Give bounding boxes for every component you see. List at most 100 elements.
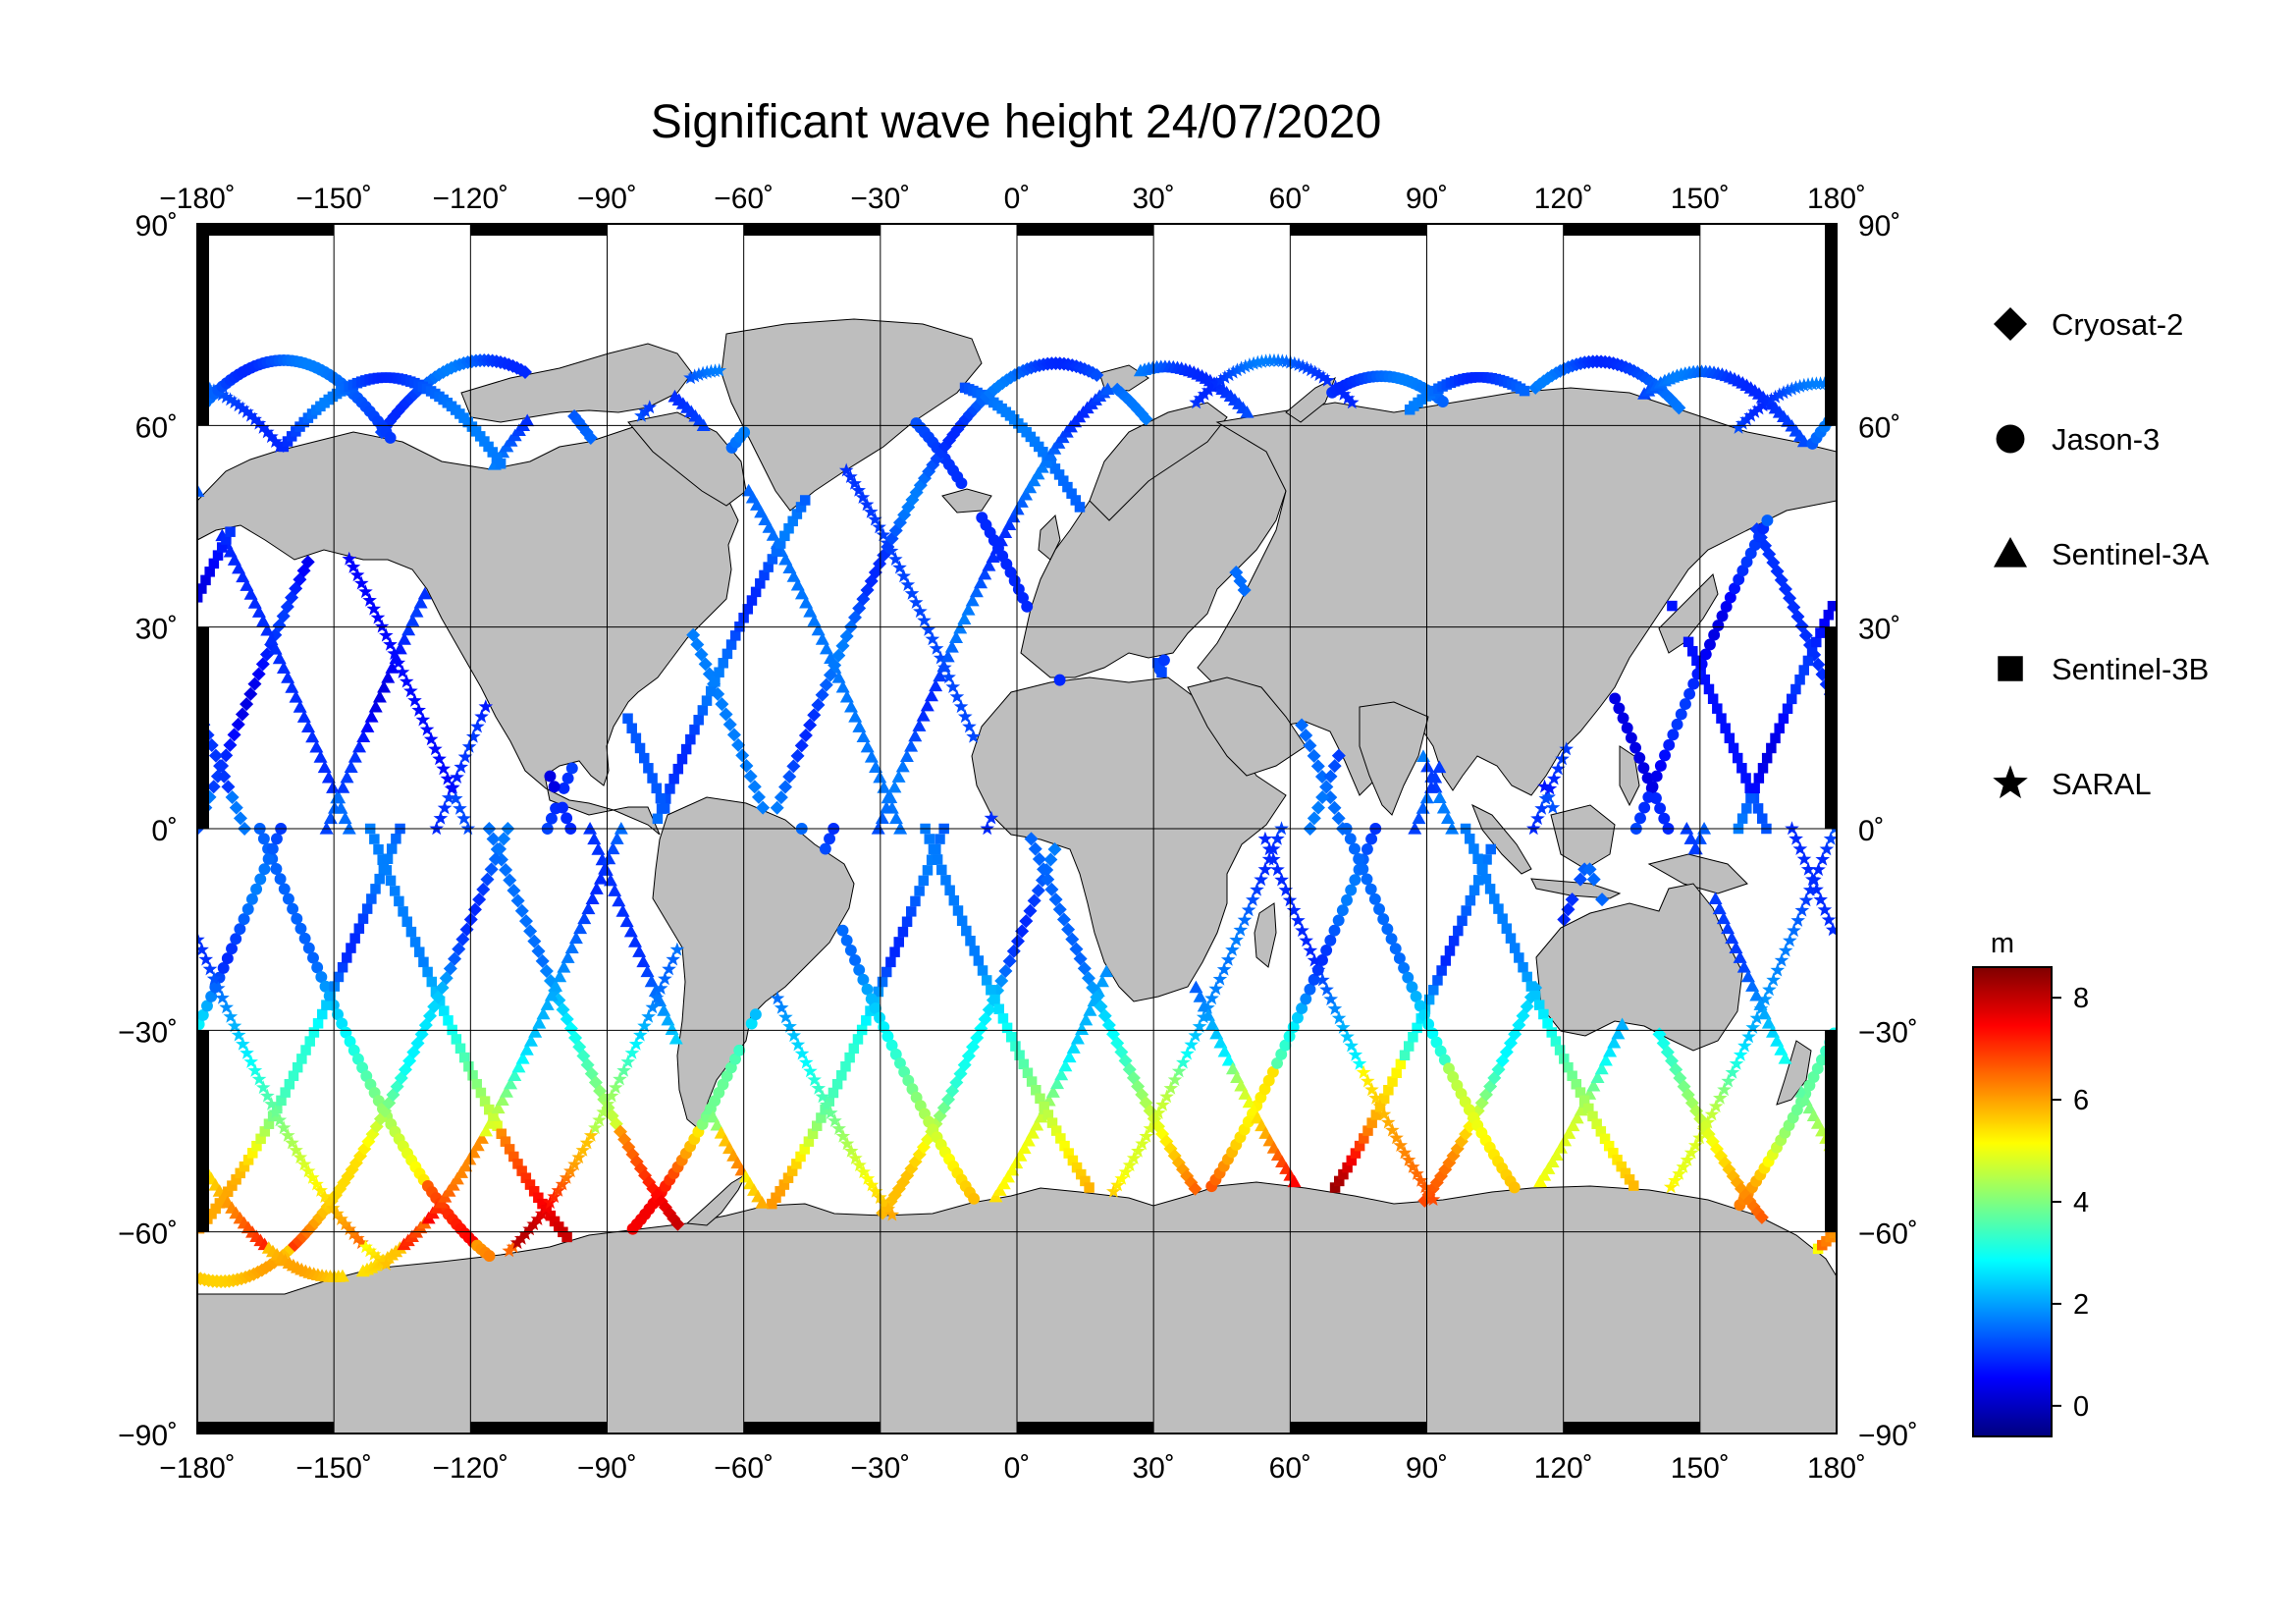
track-point bbox=[1792, 378, 1807, 393]
track-point bbox=[1729, 1055, 1744, 1070]
track-point bbox=[456, 811, 471, 826]
track-point bbox=[786, 1028, 801, 1043]
track-point bbox=[928, 843, 939, 855]
track-point bbox=[750, 586, 762, 598]
track-point bbox=[719, 707, 733, 722]
track-point bbox=[428, 741, 443, 756]
track-point bbox=[1237, 582, 1252, 597]
track-point bbox=[1728, 742, 1739, 754]
track-point bbox=[1624, 1174, 1635, 1185]
track-point bbox=[910, 895, 921, 907]
track-point bbox=[1796, 851, 1812, 866]
track-point bbox=[1270, 831, 1285, 845]
track-point bbox=[208, 558, 220, 569]
track-point bbox=[1434, 1045, 1447, 1057]
track-point bbox=[1825, 922, 1837, 937]
track-point bbox=[296, 1054, 307, 1064]
track-point bbox=[251, 1071, 267, 1086]
track-point bbox=[272, 651, 287, 665]
track-point bbox=[197, 942, 209, 956]
track-point bbox=[520, 1172, 532, 1183]
frame-segment-right bbox=[1825, 1030, 1837, 1232]
track-point bbox=[1213, 1035, 1228, 1049]
track-point bbox=[415, 712, 431, 727]
latitude-label: −90˚ bbox=[118, 1420, 178, 1452]
track-point bbox=[357, 913, 369, 924]
track-point bbox=[1037, 862, 1051, 877]
track-point bbox=[1729, 582, 1740, 595]
track-point bbox=[266, 842, 279, 855]
track-point bbox=[1518, 961, 1528, 973]
track-point bbox=[831, 1078, 843, 1090]
track-point bbox=[1217, 369, 1233, 384]
track-point bbox=[893, 937, 904, 947]
track-point bbox=[1225, 364, 1241, 379]
track-point bbox=[1695, 658, 1708, 671]
track-point bbox=[1345, 884, 1358, 896]
track-point bbox=[1526, 821, 1541, 836]
track-point bbox=[1308, 973, 1320, 986]
track-point bbox=[1055, 1133, 1066, 1144]
track-point bbox=[1342, 1162, 1353, 1173]
track-point bbox=[1033, 441, 1044, 453]
track-point bbox=[1733, 950, 1747, 963]
track-point bbox=[1583, 1103, 1594, 1114]
track-point bbox=[1332, 914, 1345, 927]
track-point bbox=[1562, 1126, 1576, 1139]
track-point bbox=[382, 853, 394, 864]
track-point bbox=[771, 546, 782, 557]
track-point bbox=[897, 926, 909, 938]
track-point bbox=[259, 1126, 271, 1137]
track-point bbox=[319, 822, 334, 835]
track-point bbox=[989, 541, 1004, 555]
frame-segment-bottom bbox=[1563, 1422, 1700, 1434]
track-point bbox=[634, 742, 646, 754]
track-point bbox=[1508, 1181, 1521, 1194]
track-point bbox=[743, 769, 758, 784]
track-point bbox=[1274, 872, 1289, 887]
track-point bbox=[1287, 1174, 1302, 1188]
track-point bbox=[1237, 912, 1253, 927]
track-point bbox=[860, 1170, 876, 1185]
frame-segment-left bbox=[197, 626, 209, 829]
track-point bbox=[1472, 853, 1483, 864]
track-point bbox=[852, 1158, 867, 1172]
track-point bbox=[247, 411, 262, 426]
track-point bbox=[1266, 1065, 1279, 1078]
frame-segment-top bbox=[1563, 224, 1700, 236]
track-point bbox=[1083, 1003, 1097, 1016]
track-point bbox=[807, 1072, 822, 1087]
track-point bbox=[848, 1043, 860, 1055]
track-point bbox=[1598, 1053, 1613, 1066]
track-point bbox=[1761, 1015, 1776, 1029]
track-point bbox=[1609, 692, 1622, 705]
track-point bbox=[730, 630, 741, 641]
track-point bbox=[1514, 952, 1524, 963]
track-point bbox=[197, 932, 205, 947]
track-point bbox=[448, 951, 462, 966]
track-point bbox=[526, 1217, 542, 1231]
track-point bbox=[1520, 1000, 1534, 1014]
track-point bbox=[509, 1235, 525, 1250]
track-point bbox=[1713, 1090, 1728, 1105]
track-point bbox=[238, 913, 250, 926]
track-point bbox=[799, 595, 814, 609]
track-point bbox=[240, 578, 254, 591]
track-point bbox=[219, 1000, 234, 1014]
track-point bbox=[649, 990, 665, 1004]
track-star bbox=[980, 352, 1561, 836]
track-point bbox=[1774, 723, 1785, 734]
track-point bbox=[1578, 1095, 1590, 1107]
track-point bbox=[1430, 1036, 1443, 1049]
track-point bbox=[1436, 800, 1451, 814]
track-point bbox=[993, 1003, 1004, 1015]
track-point bbox=[887, 780, 902, 793]
track-point bbox=[1525, 981, 1537, 992]
track-point bbox=[1058, 475, 1069, 486]
track-point bbox=[1712, 620, 1725, 631]
track-point bbox=[1567, 1070, 1577, 1082]
track-point bbox=[1594, 1061, 1609, 1075]
track-point bbox=[1608, 1148, 1619, 1159]
track-point bbox=[857, 973, 870, 986]
track-point bbox=[1819, 841, 1835, 856]
